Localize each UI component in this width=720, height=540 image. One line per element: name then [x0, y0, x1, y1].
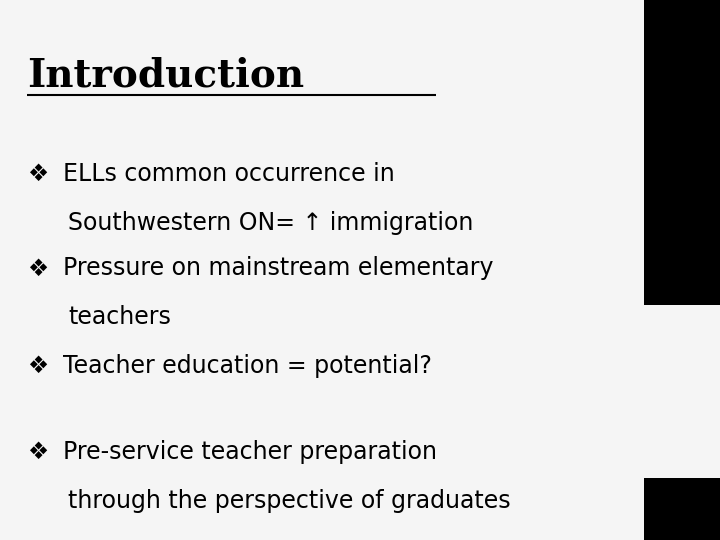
Text: teachers: teachers	[68, 305, 171, 329]
Text: Teacher education = potential?: Teacher education = potential?	[63, 354, 432, 377]
Text: Southwestern ON= ↑ immigration: Southwestern ON= ↑ immigration	[68, 211, 474, 234]
Text: ❖: ❖	[27, 256, 48, 280]
Bar	[644, 0, 720, 305]
Text: ELLs common occurrence in: ELLs common occurrence in	[63, 162, 395, 186]
Text: through the perspective of graduates: through the perspective of graduates	[68, 489, 511, 512]
Text: Pressure on mainstream elementary: Pressure on mainstream elementary	[63, 256, 494, 280]
Text: ❖: ❖	[27, 162, 48, 186]
Bar	[644, 478, 720, 540]
Text: ❖: ❖	[27, 354, 48, 377]
Text: ❖: ❖	[27, 440, 48, 464]
Text: Introduction: Introduction	[27, 57, 305, 94]
Text: Pre-service teacher preparation: Pre-service teacher preparation	[63, 440, 437, 464]
